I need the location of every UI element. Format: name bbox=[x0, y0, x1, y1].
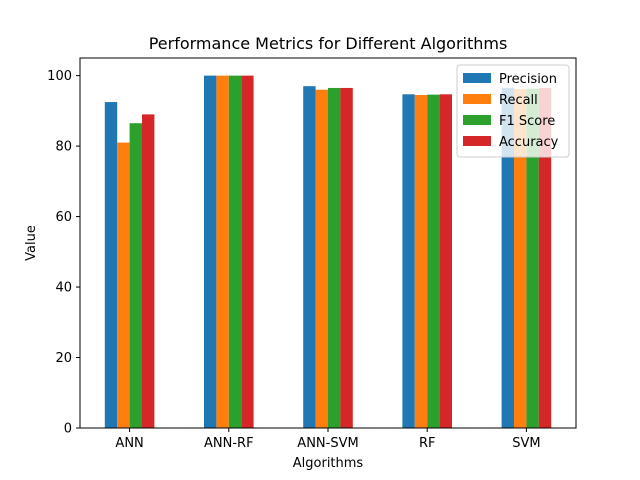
y-tick-label: 60 bbox=[55, 210, 72, 225]
bar-ann-rf-precision bbox=[204, 75, 217, 429]
y-axis: 0 20 40 60 80 100 bbox=[47, 69, 80, 437]
x-axis: ANN ANN-RF ANN-SVM RF SVM bbox=[115, 428, 541, 451]
legend: Precision Recall F1 Score Accuracy bbox=[456, 64, 570, 158]
y-tick-label: 80 bbox=[55, 140, 72, 155]
y-tick-label: 40 bbox=[55, 281, 72, 296]
y-tick-label: 20 bbox=[55, 351, 72, 366]
bar-rf-recall bbox=[414, 95, 428, 428]
legend-label-accuracy: Accuracy bbox=[499, 135, 559, 150]
bar-ann-accuracy bbox=[142, 114, 155, 428]
x-axis-label: Algorithms bbox=[293, 456, 364, 471]
y-axis-label: Value bbox=[24, 225, 39, 261]
bar-rf-f1-score bbox=[427, 94, 440, 429]
bars-layer bbox=[104, 75, 552, 429]
legend-box bbox=[456, 64, 570, 158]
bar-ann-rf-f1-score bbox=[228, 75, 242, 429]
bar-ann-f1-score bbox=[129, 123, 142, 428]
bar-ann-rf-accuracy bbox=[241, 75, 254, 429]
bar-svm-f1-score bbox=[526, 88, 539, 428]
bar-ann-rf-recall bbox=[216, 75, 229, 429]
x-tick-label-svm: SVM bbox=[512, 436, 540, 451]
bar-ann-precision bbox=[104, 102, 118, 429]
legend-label-precision: Precision bbox=[499, 72, 557, 87]
legend-swatch-recall bbox=[463, 94, 491, 104]
bar-ann-svm-precision bbox=[303, 86, 316, 428]
bar-svm-recall bbox=[514, 89, 527, 428]
legend-label-recall: Recall bbox=[499, 93, 538, 108]
bar-ann-svm-recall bbox=[315, 89, 328, 429]
legend-label-f1-score: F1 Score bbox=[499, 114, 555, 129]
chart-title: Performance Metrics for Different Algori… bbox=[149, 34, 508, 53]
bar-ann-svm-accuracy bbox=[340, 87, 353, 428]
bar-svm-accuracy bbox=[538, 87, 552, 428]
bar-rf-precision bbox=[402, 94, 415, 429]
bar-ann-recall bbox=[117, 142, 130, 428]
bar-rf-accuracy bbox=[439, 94, 452, 429]
y-tick-label: 0 bbox=[64, 422, 72, 437]
legend-swatch-precision bbox=[463, 73, 491, 83]
y-tick-label: 100 bbox=[47, 69, 72, 84]
x-tick-label-ann-svm: ANN-SVM bbox=[297, 436, 358, 451]
bar-ann-svm-f1-score bbox=[328, 87, 341, 428]
x-tick-label-rf: RF bbox=[419, 436, 436, 451]
x-tick-label-ann-rf: ANN-RF bbox=[204, 436, 254, 451]
bar-svm-precision bbox=[501, 87, 514, 428]
legend-swatch-accuracy bbox=[463, 136, 491, 146]
legend-swatch-f1-score bbox=[463, 115, 491, 125]
x-tick-label-ann: ANN bbox=[115, 436, 143, 451]
